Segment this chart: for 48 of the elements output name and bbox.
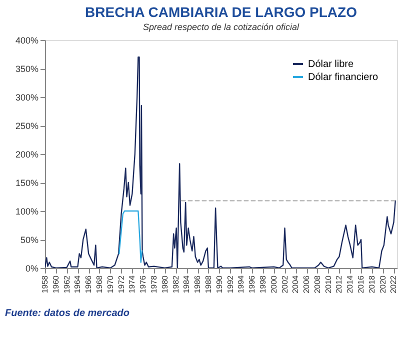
x-tick-label: 1992 bbox=[226, 274, 235, 294]
x-tick-label: 1982 bbox=[171, 274, 180, 294]
x-tick-label: 1968 bbox=[94, 274, 104, 294]
x-tick-label: 1978 bbox=[149, 274, 158, 294]
x-tick-label: 2016 bbox=[356, 274, 366, 294]
x-tick-label: 1980 bbox=[160, 274, 170, 294]
x-tick-label: 2020 bbox=[378, 274, 388, 294]
x-tick-label: 1998 bbox=[258, 274, 268, 294]
x-tick-label: 1994 bbox=[236, 274, 246, 294]
x-tick-label: 2022 bbox=[389, 274, 398, 294]
x-tick-label: 1976 bbox=[138, 274, 148, 294]
x-tick-label: 2000 bbox=[269, 274, 278, 294]
x-tick-label: 1958 bbox=[40, 274, 50, 294]
y-tick-label: 150% bbox=[15, 178, 38, 188]
source-note: Fuente: datos de mercado bbox=[5, 308, 130, 319]
x-tick-label: 2002 bbox=[280, 274, 290, 294]
y-tick-label: 100% bbox=[15, 206, 38, 216]
chart-subtitle: Spread respecto de la cotización oficial bbox=[142, 22, 300, 32]
x-tick-label: 1990 bbox=[214, 274, 224, 294]
x-tick-label: 2008 bbox=[312, 274, 322, 294]
y-tick-label: 200% bbox=[15, 150, 38, 160]
x-tick-label: 1962 bbox=[62, 274, 72, 294]
x-tick-label: 1974 bbox=[128, 274, 137, 294]
x-tick-label: 1964 bbox=[73, 274, 82, 294]
x-tick-label: 1970 bbox=[106, 274, 115, 294]
x-tick-label: 2018 bbox=[367, 274, 376, 294]
x-tick-label: 1986 bbox=[193, 274, 202, 294]
y-tick-label: 400% bbox=[15, 36, 38, 46]
x-tick-label: 1972 bbox=[116, 274, 126, 294]
x-tick-label: 1966 bbox=[84, 274, 94, 294]
x-tick-label: 2014 bbox=[346, 274, 355, 294]
x-tick-label: 1996 bbox=[248, 274, 257, 294]
y-tick-label: 350% bbox=[15, 64, 38, 74]
x-tick-label: 1984 bbox=[182, 274, 192, 294]
x-tick-label: 2004 bbox=[291, 274, 300, 294]
x-tick-label: 2010 bbox=[324, 274, 333, 294]
y-tick-label: 0% bbox=[25, 264, 38, 274]
y-tick-label: 50% bbox=[20, 235, 38, 245]
y-tick-label: 250% bbox=[15, 121, 38, 131]
legend-label: Dólar libre bbox=[308, 59, 354, 70]
y-tick-label: 300% bbox=[15, 92, 38, 102]
chart-title: BRECHA CAMBIARIA DE LARGO PLAZO bbox=[85, 4, 358, 20]
x-tick-label: 1960 bbox=[51, 274, 60, 294]
line-series bbox=[118, 210, 143, 263]
x-tick-label: 2012 bbox=[334, 274, 344, 294]
legend-label: Dólar financiero bbox=[308, 72, 378, 83]
x-tick-label: 1988 bbox=[204, 274, 213, 294]
x-tick-label: 2006 bbox=[302, 274, 312, 294]
